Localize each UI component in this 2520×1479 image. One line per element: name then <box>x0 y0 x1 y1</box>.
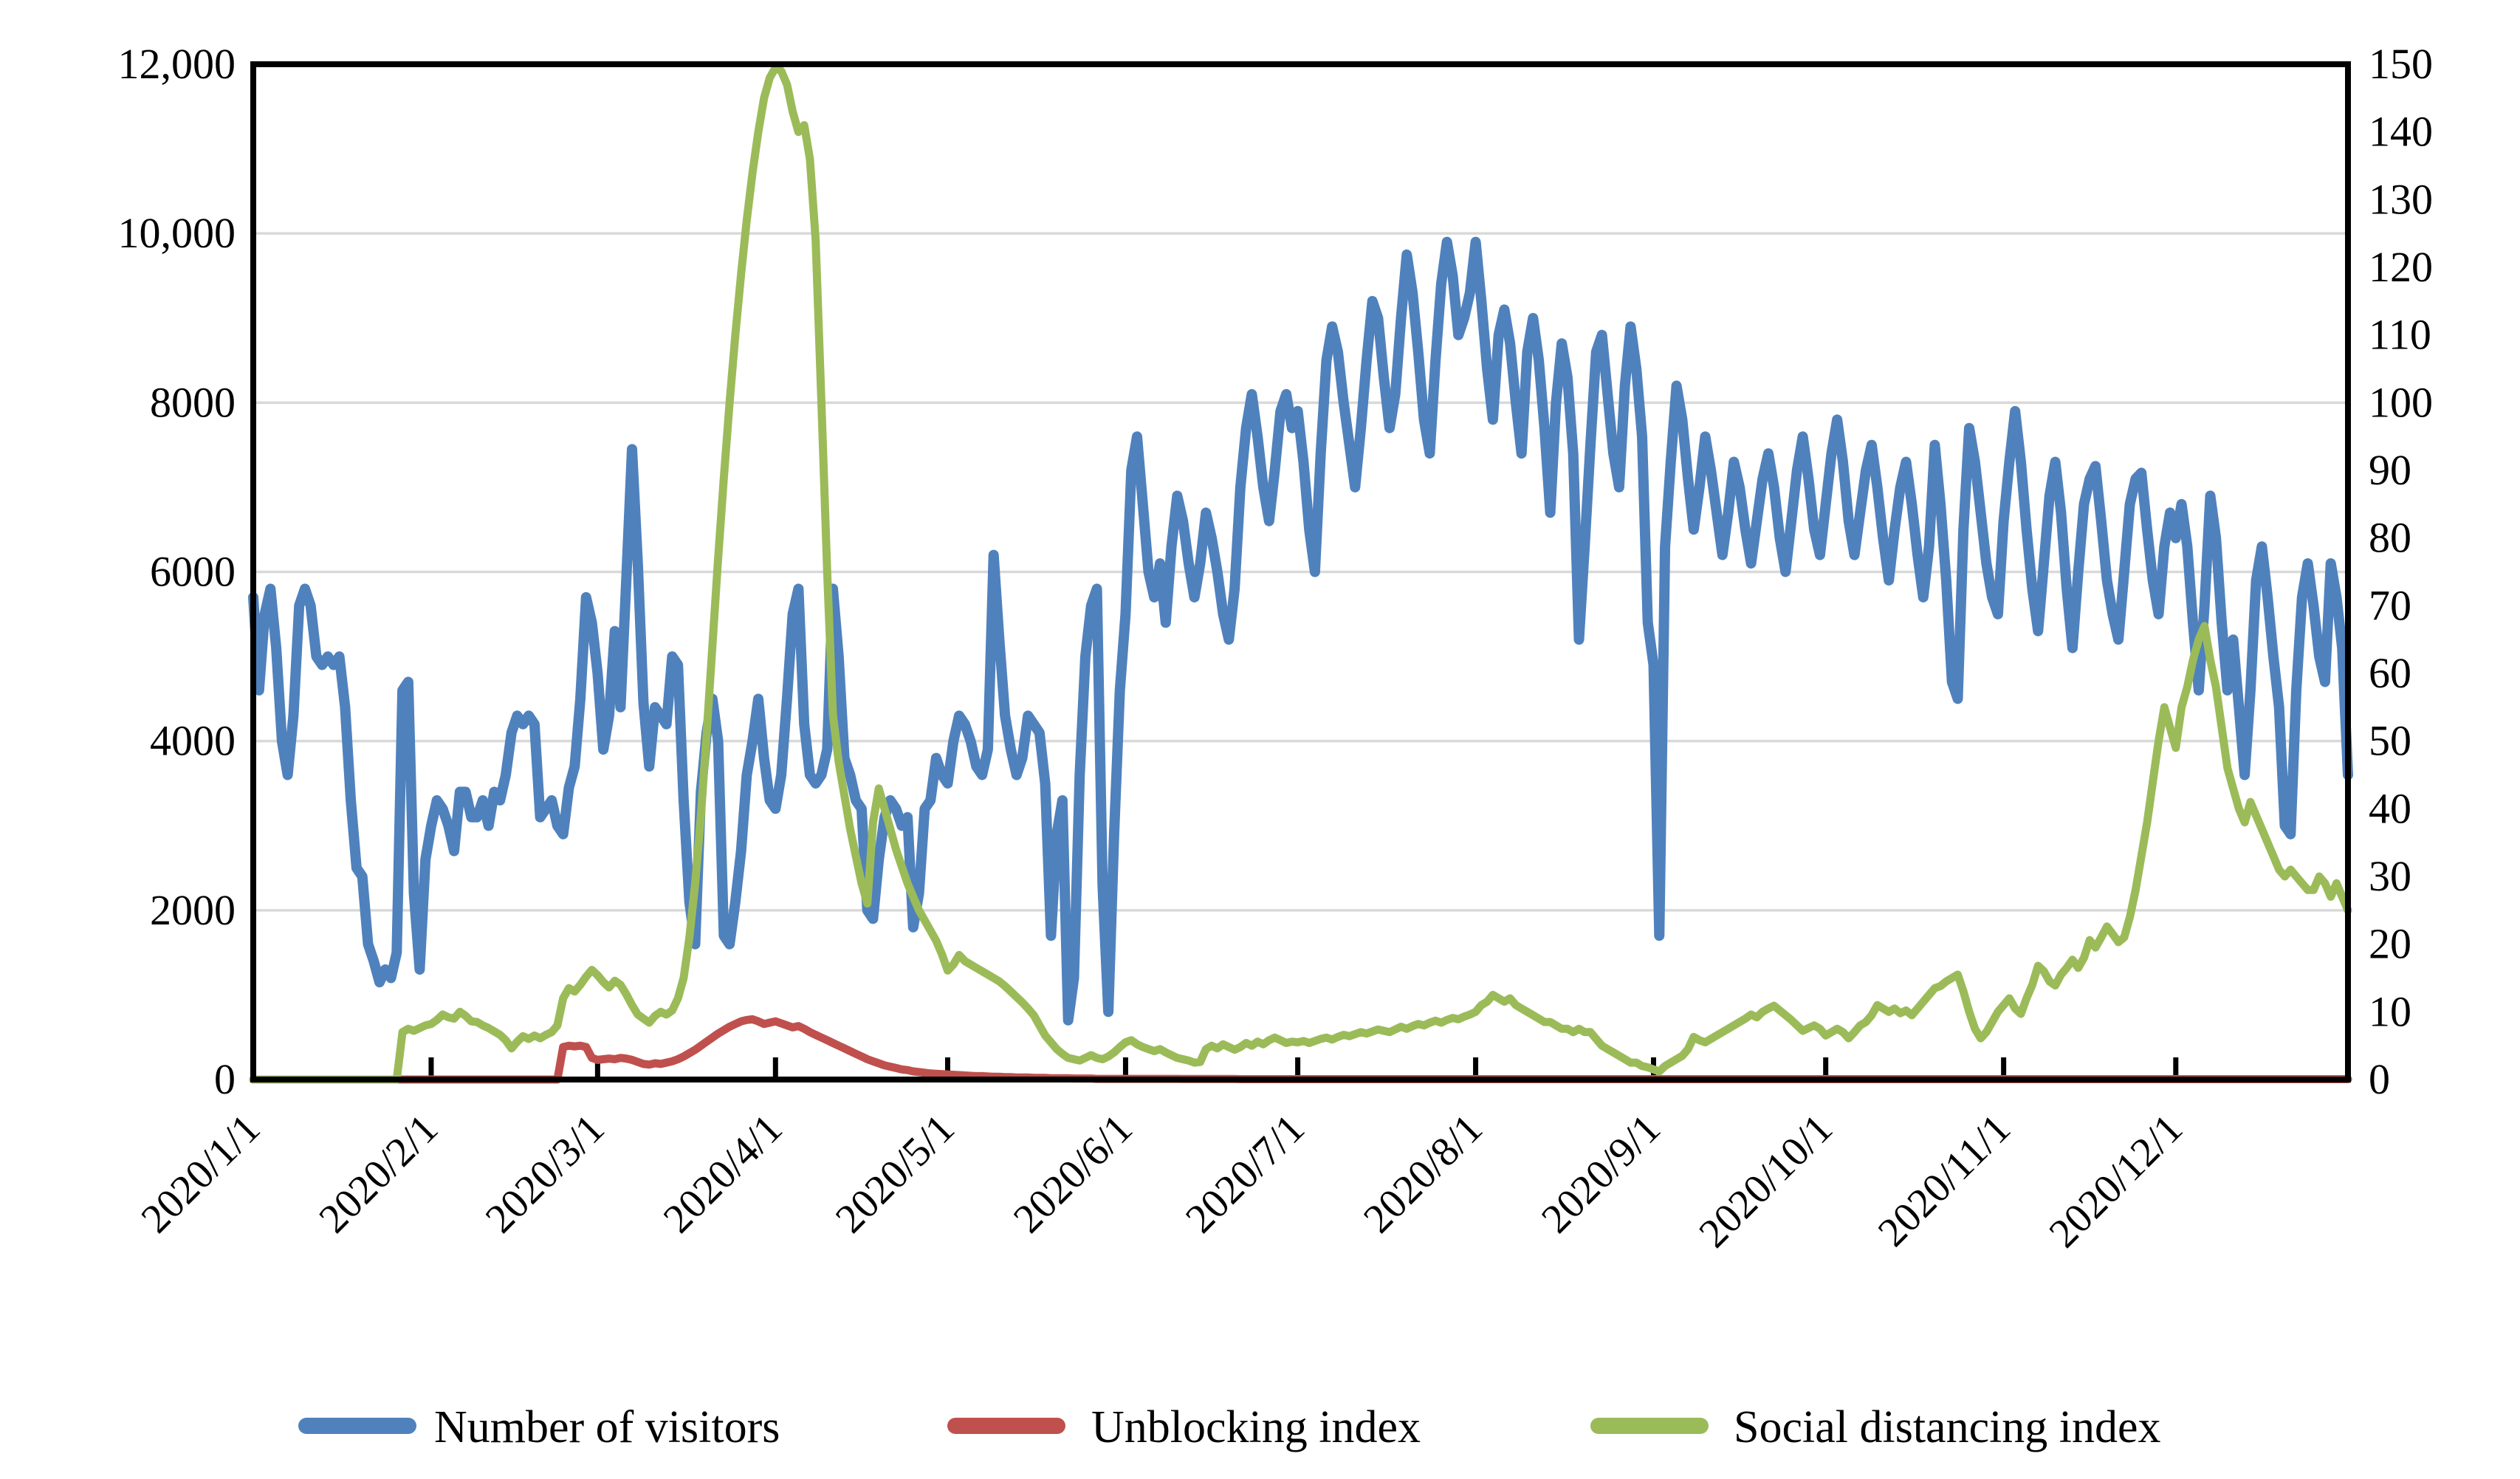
right-axis-tick-label: 150 <box>2369 40 2433 88</box>
right-axis-tick-label: 0 <box>2369 1055 2390 1103</box>
legend-item: Social distancing index <box>1590 1402 2161 1452</box>
right-axis-tick-label: 30 <box>2369 852 2411 900</box>
left-axis-tick-label: 6000 <box>150 548 236 596</box>
right-axis-tick-label: 80 <box>2369 514 2411 562</box>
legend-item: Unblocking index <box>947 1402 1421 1452</box>
right-axis-tick-label: 90 <box>2369 446 2411 494</box>
legend-line-chip <box>298 1418 416 1434</box>
right-axis-tick-label: 50 <box>2369 717 2411 765</box>
legend-label: Number of visitors <box>434 1402 780 1452</box>
right-axis-tick-label: 130 <box>2369 175 2433 223</box>
right-axis-tick-label: 20 <box>2369 920 2411 968</box>
legend-line-chip <box>947 1418 1065 1434</box>
right-axis-tick-label: 100 <box>2369 378 2433 426</box>
right-axis-tick-label: 70 <box>2369 581 2411 629</box>
right-axis-tick-label: 40 <box>2369 784 2411 832</box>
left-axis-tick-label: 12,000 <box>118 40 236 88</box>
right-axis-tick-label: 10 <box>2369 987 2411 1035</box>
left-axis-tick-label: 8000 <box>150 378 236 426</box>
legend-label: Unblocking index <box>1091 1402 1421 1452</box>
legend-item: Number of visitors <box>298 1402 780 1452</box>
right-axis-tick-label: 60 <box>2369 649 2411 697</box>
legend-line-chip <box>1590 1418 1709 1434</box>
left-axis-tick-label: 0 <box>214 1055 236 1103</box>
left-axis-tick-label: 10,000 <box>118 209 236 257</box>
series-line-social-distancing-index <box>249 64 2352 1084</box>
legend-label: Social distancing index <box>1734 1402 2161 1452</box>
right-axis-tick-label: 120 <box>2369 243 2433 291</box>
left-axis-tick-label: 2000 <box>150 886 236 934</box>
left-axis-tick-label: 4000 <box>150 717 236 765</box>
series-line-visitors <box>248 236 2353 1026</box>
plot-border <box>250 61 2351 1082</box>
right-axis-tick-label: 140 <box>2369 108 2433 156</box>
right-axis-tick-label: 110 <box>2369 311 2431 359</box>
